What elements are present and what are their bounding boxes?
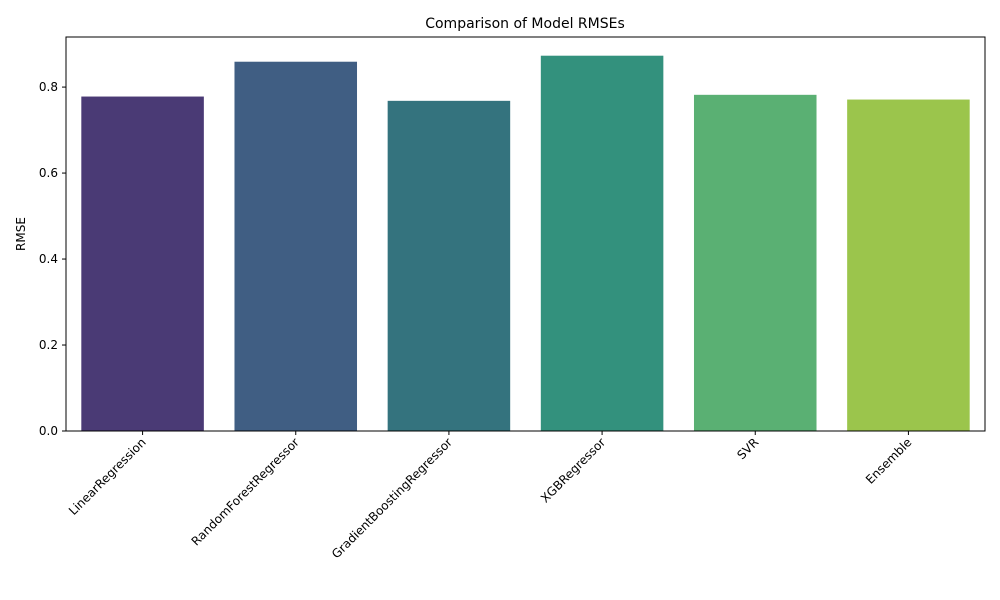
bar-XGBRegressor xyxy=(540,55,664,431)
x-tick-label: GradientBoostingRegressor xyxy=(329,435,455,561)
plot-frame xyxy=(65,36,986,432)
chart-title: Comparison of Model RMSEs xyxy=(425,16,625,32)
x-tick-label: XGBRegressor xyxy=(538,435,608,505)
y-tick-label: 0.2 xyxy=(39,338,58,352)
x-tick-label: RandomForestRegressor xyxy=(189,435,302,548)
y-tick-label: 0.6 xyxy=(39,166,58,180)
bar-SVR xyxy=(693,94,817,432)
y-axis: 0.0 0.2 0.4 0.6 0.8 xyxy=(39,80,66,438)
bar-LinearRegression xyxy=(81,96,204,431)
bar-GradientBoostingRegressor xyxy=(387,100,511,432)
x-tick-label: LinearRegression xyxy=(66,435,149,518)
y-tick-label: 0.8 xyxy=(39,80,58,94)
bar-RandomForestRegressor xyxy=(234,61,358,431)
x-tick-label: Ensemble xyxy=(863,435,915,487)
x-tick-label: SVR xyxy=(734,435,761,462)
x-axis: LinearRegression RandomForestRegressor Gra… xyxy=(66,431,915,561)
y-tick-label: 0.4 xyxy=(39,252,58,266)
bar-Ensemble xyxy=(847,99,970,431)
y-tick-label: 0.0 xyxy=(39,424,58,438)
y-axis-label: RMSE xyxy=(14,217,28,251)
bars-group xyxy=(81,55,970,432)
